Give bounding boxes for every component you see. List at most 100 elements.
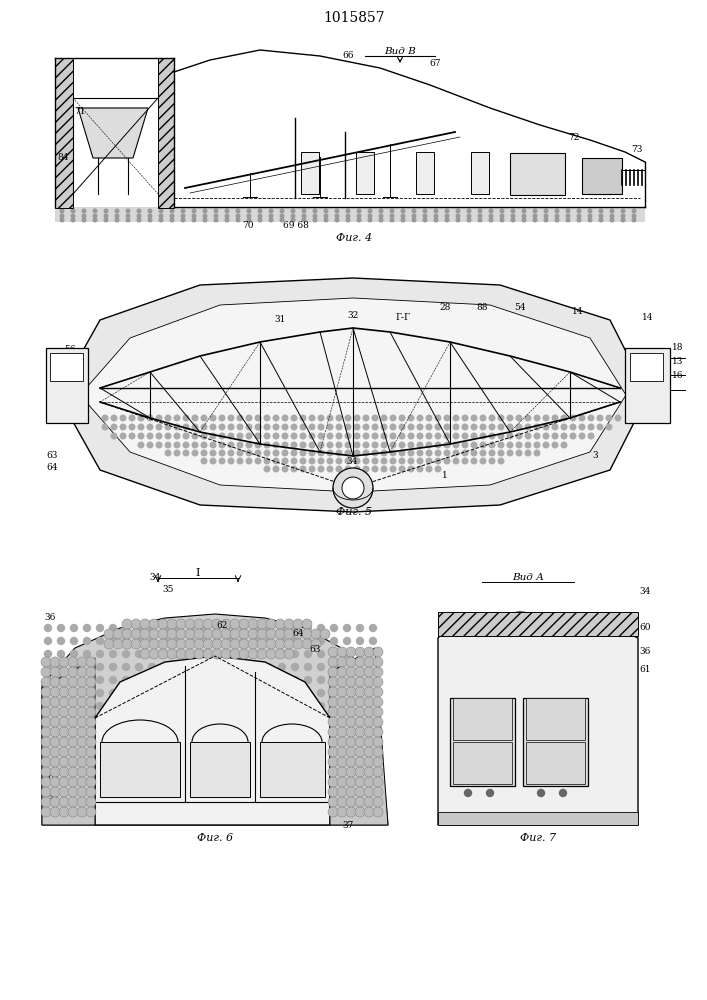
Circle shape	[83, 624, 90, 632]
Circle shape	[149, 639, 159, 649]
Circle shape	[187, 806, 194, 814]
Circle shape	[59, 657, 69, 667]
Circle shape	[71, 638, 78, 645]
Circle shape	[110, 702, 117, 710]
Circle shape	[252, 768, 259, 774]
Circle shape	[258, 209, 262, 213]
Circle shape	[219, 433, 225, 439]
Text: 56: 56	[64, 346, 76, 355]
Circle shape	[279, 624, 286, 632]
Circle shape	[566, 214, 570, 218]
Circle shape	[45, 806, 52, 814]
Circle shape	[71, 624, 78, 632]
Circle shape	[174, 450, 180, 456]
Circle shape	[167, 629, 177, 639]
Text: 61: 61	[639, 666, 650, 674]
Circle shape	[543, 442, 549, 448]
Circle shape	[236, 218, 240, 222]
Circle shape	[345, 415, 351, 421]
Circle shape	[57, 794, 64, 800]
Circle shape	[632, 218, 636, 222]
Circle shape	[239, 619, 249, 629]
Circle shape	[122, 754, 129, 762]
Circle shape	[300, 466, 306, 472]
Circle shape	[373, 737, 383, 747]
Circle shape	[555, 209, 559, 213]
Circle shape	[345, 458, 351, 464]
Circle shape	[86, 727, 96, 737]
Circle shape	[238, 450, 243, 456]
Circle shape	[356, 638, 363, 645]
Circle shape	[364, 667, 374, 677]
Bar	[510, 153, 565, 195]
Circle shape	[632, 209, 636, 213]
Circle shape	[194, 619, 204, 629]
Circle shape	[543, 415, 549, 421]
Circle shape	[136, 624, 143, 632]
Circle shape	[187, 716, 194, 722]
Circle shape	[356, 742, 363, 748]
Circle shape	[210, 442, 216, 448]
Circle shape	[318, 458, 324, 464]
Circle shape	[344, 664, 351, 670]
Circle shape	[511, 209, 515, 213]
Circle shape	[344, 754, 351, 762]
Circle shape	[201, 702, 207, 710]
Circle shape	[313, 214, 317, 218]
Circle shape	[373, 777, 383, 787]
Circle shape	[148, 676, 156, 684]
Circle shape	[214, 218, 218, 222]
Circle shape	[187, 754, 194, 762]
Circle shape	[96, 690, 103, 696]
Circle shape	[194, 649, 204, 659]
Circle shape	[71, 690, 78, 696]
Circle shape	[275, 619, 285, 629]
Circle shape	[247, 218, 251, 222]
Bar	[301, 152, 319, 194]
Circle shape	[544, 218, 548, 222]
Circle shape	[291, 702, 298, 710]
Circle shape	[159, 218, 163, 222]
Circle shape	[462, 424, 468, 430]
Circle shape	[210, 415, 216, 421]
Circle shape	[77, 767, 87, 777]
Circle shape	[344, 780, 351, 788]
Circle shape	[214, 702, 221, 710]
Circle shape	[478, 209, 481, 213]
Circle shape	[346, 757, 356, 767]
Text: 84: 84	[57, 153, 69, 162]
Circle shape	[370, 624, 377, 632]
Circle shape	[537, 790, 544, 796]
Circle shape	[203, 639, 213, 649]
Circle shape	[93, 214, 97, 218]
Text: 36: 36	[639, 648, 650, 656]
Circle shape	[373, 677, 383, 687]
Circle shape	[462, 433, 468, 439]
Circle shape	[136, 768, 143, 774]
Circle shape	[187, 742, 194, 748]
Circle shape	[41, 667, 51, 677]
Circle shape	[45, 780, 52, 788]
Circle shape	[183, 433, 189, 439]
Circle shape	[489, 450, 495, 456]
Circle shape	[305, 754, 312, 762]
Circle shape	[148, 728, 156, 736]
Circle shape	[174, 442, 180, 448]
Circle shape	[201, 424, 207, 430]
Circle shape	[68, 657, 78, 667]
Circle shape	[110, 780, 117, 788]
Circle shape	[82, 214, 86, 218]
Circle shape	[41, 767, 51, 777]
Bar	[158, 58, 174, 208]
Circle shape	[480, 458, 486, 464]
Circle shape	[282, 466, 288, 472]
Circle shape	[318, 424, 324, 430]
Circle shape	[344, 676, 351, 684]
Circle shape	[110, 624, 117, 632]
Circle shape	[255, 450, 261, 456]
Circle shape	[355, 677, 365, 687]
Circle shape	[148, 702, 156, 710]
Circle shape	[41, 717, 51, 727]
Circle shape	[50, 677, 60, 687]
Circle shape	[600, 214, 603, 218]
